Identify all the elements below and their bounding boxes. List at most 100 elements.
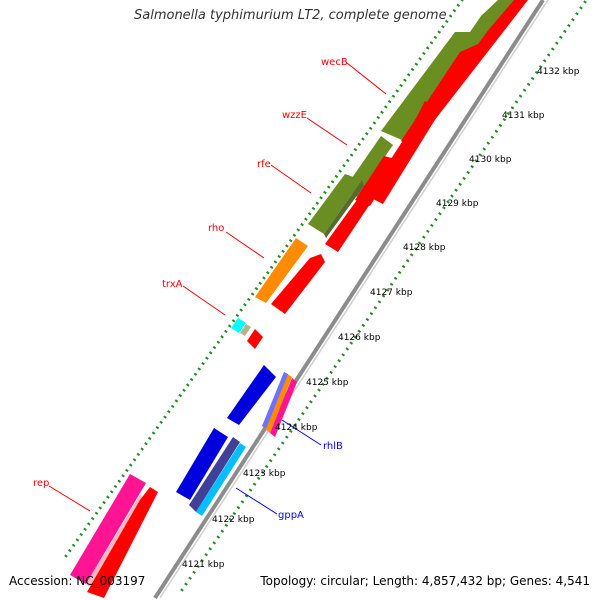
inner-dot [170,404,175,408]
inner-dot [106,495,110,499]
ruler-dot [550,47,555,51]
inner-dot [159,420,163,425]
ruler-dot [530,76,535,81]
inner-dots [64,0,464,558]
gene-label-rho[interactable]: rho [208,223,224,234]
ruler-dot [397,270,402,275]
ruler-dot [486,141,491,145]
inner-dot [406,73,411,77]
gene-label-trxA[interactable]: trxA [162,279,183,290]
inner-dot [452,9,457,13]
ruler-dot [301,411,305,416]
ruler-dot [337,359,341,363]
inner-dot [330,180,335,184]
ruler-dot [514,100,519,104]
inner-dot [98,506,103,510]
cds-wecB[interactable] [381,0,515,140]
inner-dot [368,126,373,130]
inner-dot [117,479,122,483]
inner-dot [79,532,84,537]
inner-dot [433,35,438,40]
cds-red-small[interactable] [247,329,263,349]
inner-dot [444,19,449,24]
topology-text: Topology: circular; Length: 4,857,432 bp… [260,574,590,588]
ruler-dot [321,382,325,386]
ruler-tick-label: 4121 kbp [182,560,225,570]
inner-dot [144,442,148,446]
gene-label-rfe[interactable]: rfe [257,159,271,170]
cds-red-5[interactable] [271,254,325,314]
ruler-dot [518,94,523,98]
inner-dot [71,543,76,547]
ruler-dot [188,576,192,580]
cds-cyan[interactable] [196,443,246,516]
inner-dot [304,217,308,221]
inner-dot [288,238,293,243]
inner-dot [239,308,243,312]
cds-gppA[interactable] [189,437,240,512]
inner-dot [387,99,392,104]
inner-dot [90,516,95,521]
inner-dot [395,89,400,93]
genome-backbone-shadow [159,0,549,599]
ruler-dot [252,482,257,486]
cds-blue-lower[interactable] [176,428,228,500]
ruler-dot [389,282,394,286]
inner-dot [437,30,441,34]
ruler-dot [196,564,200,569]
inner-dot [94,511,99,515]
gene-label-rep[interactable]: rep [33,478,49,489]
ruler-dot [212,541,217,545]
cds-rfe[interactable] [308,174,362,234]
gene-label-wzzE[interactable]: wzzE [282,110,307,121]
inner-dot [326,185,331,189]
cds-rep[interactable] [70,474,146,584]
inner-dot [372,121,377,125]
ruler-dot [297,417,301,422]
inner-dot [353,148,358,152]
inner-dot [186,383,190,387]
inner-dot [136,452,141,457]
ruler-dot [567,23,571,28]
ruler-dot [434,217,438,222]
label-leaders [48,62,387,515]
ruler-tick-label: 4130 kbp [469,155,512,165]
ruler-dot [563,29,567,34]
inner-dot [224,329,228,334]
cds-red-4[interactable] [355,156,399,206]
ruler-dot [393,276,398,281]
inner-dot [87,522,91,526]
ruler-dot [232,511,237,516]
inner-dot [68,548,72,553]
ruler-dot [289,429,293,433]
gene-label-rhlB[interactable]: rhlB [323,441,343,452]
cds-blue-upper[interactable] [227,365,276,425]
ruler-dot [413,247,418,251]
ruler-dot [466,170,470,175]
ruler-dot [458,182,462,186]
inner-dot [75,538,80,542]
inner-dot [155,426,160,430]
cds-rho[interactable] [255,238,308,303]
ruler-dot [462,176,466,181]
inner-dot [128,463,133,467]
inner-dot [205,356,209,360]
ruler-tick-label: 4124 kbp [275,423,318,433]
ruler-dot [284,435,289,439]
ruler-dot [526,82,531,86]
cds-trxA[interactable] [231,318,246,333]
gene-label-gppA[interactable]: gppA [278,510,304,521]
cds-red-3[interactable] [325,193,374,252]
ruler-tick-label: 4132 kbp [537,67,580,77]
ruler-dot [442,206,446,210]
inner-dot [292,233,297,237]
ruler-dot [377,300,382,304]
ruler-dot [482,147,487,151]
cds-rhlB[interactable] [264,373,292,433]
inner-dot [258,281,262,286]
ruler-dot [470,164,474,169]
cds-red-rep[interactable] [87,487,158,598]
ruler-dot [454,188,458,192]
ruler-dot [293,423,297,428]
gene-label-wecB[interactable]: wecB [321,57,348,68]
